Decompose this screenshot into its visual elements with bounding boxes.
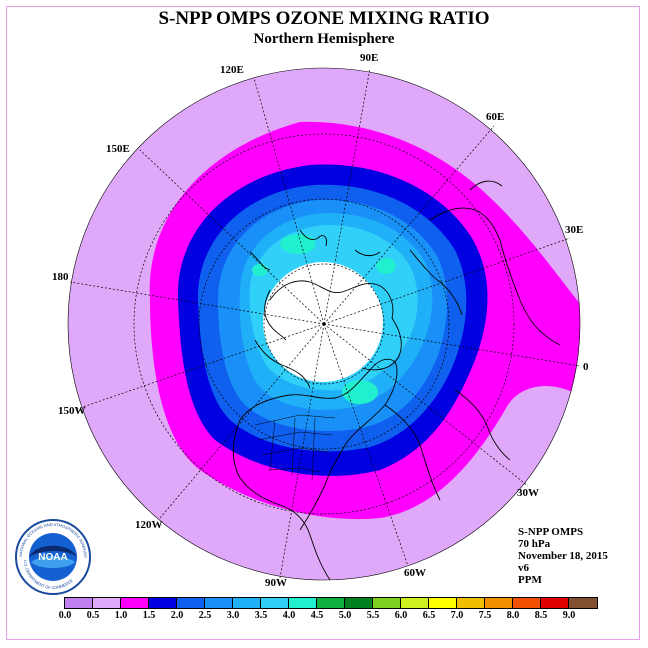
lon-label-60w: 60W [404,567,426,579]
lon-label-30e: 30E [565,224,583,236]
colorbar-tick-label: 5.0 [338,610,352,621]
info-date: November 18, 2015 [518,550,608,562]
lon-label-90w: 90W [265,577,287,589]
colorbar-swatch [289,598,317,608]
colorbar-swatch [177,598,205,608]
colorbar-swatch [569,598,597,608]
graticule [69,67,581,579]
colorbar-tick-label: 2.5 [198,610,212,621]
lon-label-150e: 150E [106,143,130,155]
colorbar-swatch [541,598,569,608]
colorbar-tick-label: 0.5 [86,610,100,621]
colorbar-tick-label: 6.5 [422,610,436,621]
colorbar-swatch [317,598,345,608]
colorbar-tick-label: 7.5 [478,610,492,621]
map-title: S-NPP OMPS OZONE MIXING RATIO [158,8,490,29]
map-boundary [67,67,581,581]
colorbar-swatch [457,598,485,608]
colorbar [64,597,598,609]
colorbar-tick-label: 8.0 [506,610,520,621]
colorbar-swatch [233,598,261,608]
colorbar-swatch [93,598,121,608]
colorbar-swatch [65,598,93,608]
colorbar-swatch [205,598,233,608]
polar-night-no-data [263,262,383,382]
colorbar-swatch [429,598,457,608]
field-band-4-0-a [280,234,316,254]
coastlines [232,180,561,580]
field-band-0-5-tail [430,400,580,560]
lon-label-90e: 90E [360,52,378,64]
product-info: S-NPP OMPS 70 hPa November 18, 2015 v6 P… [518,526,608,586]
lon-label-30w: 30W [517,487,539,499]
colorbar-tick-label: 3.5 [254,610,268,621]
colorbar-tick-label: 5.5 [366,610,380,621]
info-level: 70 hPa [518,538,551,550]
field-band-4-0-c [342,380,378,404]
colorbar-tick-label: 4.0 [282,610,296,621]
noaa-logo-text: NOAA [38,552,67,563]
colorbar-swatch [121,598,149,608]
colorbar-swatch [485,598,513,608]
lon-label-150w: 150W [58,405,86,417]
colorbar-tick-label: 6.0 [394,610,408,621]
lon-label-0: 0 [583,361,589,373]
lon-label-60e: 60E [486,111,504,123]
colorbar-swatch [149,598,177,608]
longitude-labels: 90E 60E 30E 0 30W 60W 90W 120W 150W 180 … [52,52,589,589]
info-units: PPM [518,574,542,586]
field-band-4-0-d [252,264,268,276]
colorbar-tick-label: 2.0 [170,610,184,621]
field-band-4-0-b [376,258,396,274]
colorbar-tick-label: 1.0 [114,610,128,621]
colorbar-tick-label: 1.5 [142,610,156,621]
colorbar-tick-label: 4.5 [310,610,324,621]
colorbar-ticks: 0.0 0.5 1.0 1.5 2.0 2.5 3.0 3.5 4.0 4.5 5.0 5.5 6.0 6… [50,610,610,624]
colorbar-swatch [261,598,289,608]
colorbar-swatch [513,598,541,608]
lon-label-180: 180 [52,271,69,283]
colorbar-tick-label: 9.0 [562,610,576,621]
ozone-field [68,68,580,580]
colorbar-swatch [345,598,373,608]
lon-label-120w: 120W [135,519,163,531]
colorbar-tick-label: 3.0 [226,610,240,621]
colorbar-tick-label: 8.5 [534,610,548,621]
colorbar-swatch [373,598,401,608]
us-state-borders [254,414,336,481]
colorbar-tick-label: 0.0 [58,610,72,621]
colorbar-tick-label: 7.0 [450,610,464,621]
figure-frame [6,6,640,640]
info-instrument: S-NPP OMPS [518,526,584,538]
lon-label-120e: 120E [220,64,244,76]
info-version: v6 [518,562,529,574]
noaa-logo: NOAA NATIONAL OCEANIC AND ATMOSPHERIC AD… [12,514,92,596]
colorbar-swatch [401,598,429,608]
map-subtitle: Northern Hemisphere [253,31,395,47]
